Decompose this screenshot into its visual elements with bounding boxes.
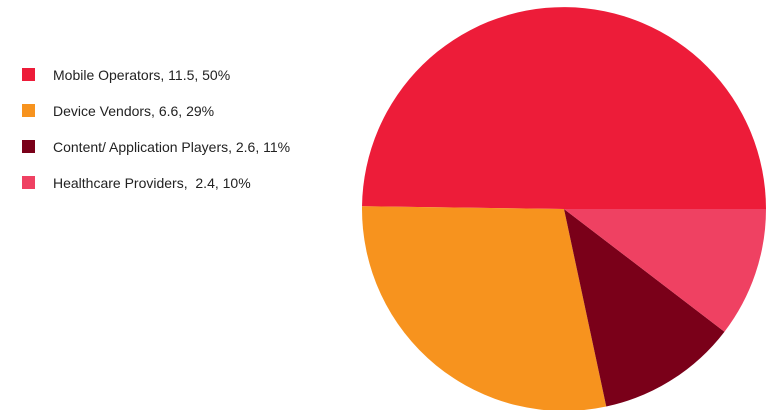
legend-label: Healthcare Providers, 2.4, 10% [53,174,251,191]
legend-item: Device Vendors, 6.6, 29% [22,100,290,121]
legend-swatch [22,140,35,153]
legend-item: Healthcare Providers, 2.4, 10% [22,172,290,193]
legend-label: Device Vendors, 6.6, 29% [53,102,215,119]
legend-swatch [22,176,35,189]
legend-item: Mobile Operators, 11.5, 50% [22,64,290,85]
pie-slice [564,209,766,332]
legend-swatch [22,68,35,81]
pie-slice [362,206,607,410]
pie-slice [362,7,766,209]
legend-item: Content/ Application Players, 2.6, 11% [22,136,290,157]
legend-label: Content/ Application Players, 2.6, 11% [53,138,291,155]
legend-swatch [22,104,35,117]
legend-label: Mobile Operators, 11.5, 50% [53,66,231,83]
chart-legend: Mobile Operators, 11.5, 50% Device Vendor… [22,64,290,208]
pie-slice [564,209,725,407]
